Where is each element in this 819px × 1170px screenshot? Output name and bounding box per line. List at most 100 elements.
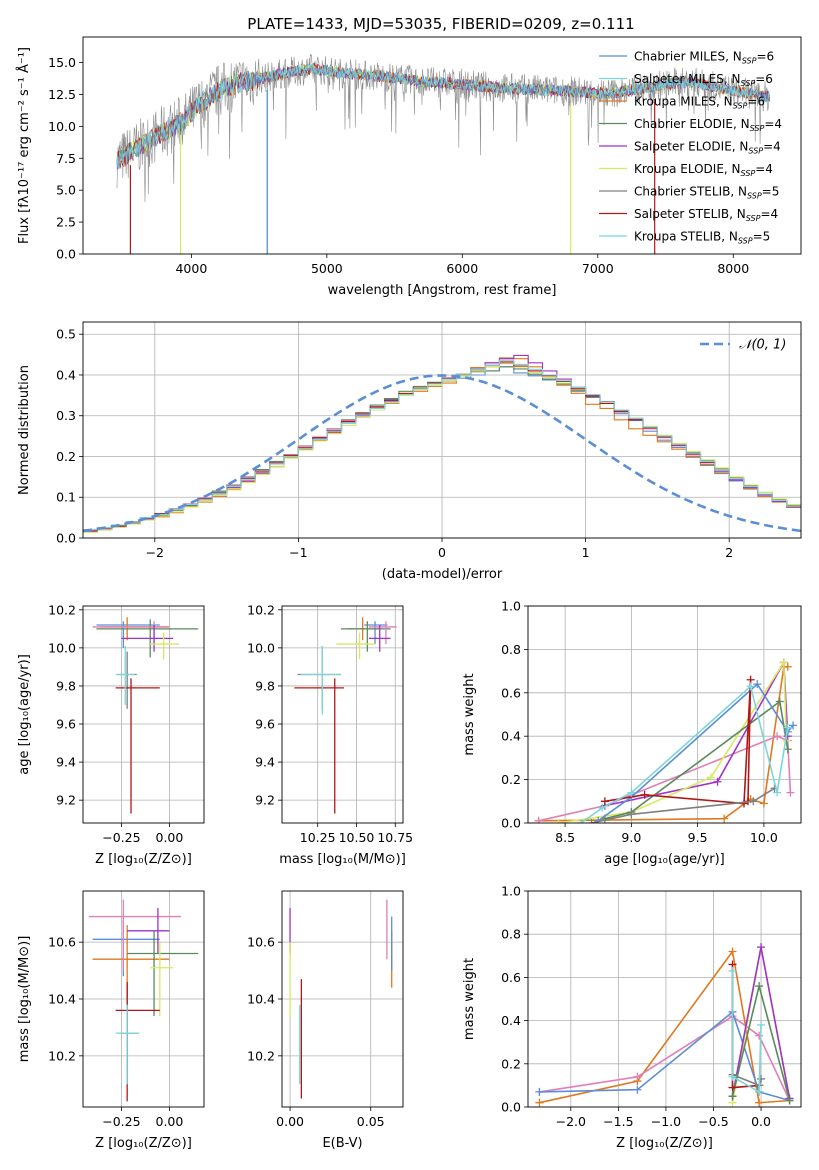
y-tick-label: 10.2 — [247, 1048, 275, 1063]
legend-entry: Kroupa MILES, NSSP=6 — [634, 95, 765, 111]
y-tick-label: 0.0 — [501, 1100, 521, 1115]
normal-curve — [83, 374, 801, 533]
x-tick-label: 10.0 — [750, 830, 778, 845]
weight-marker — [600, 797, 609, 806]
legend-entry: Salpeter STELIB, NSSP=4 — [634, 207, 778, 223]
x-tick-label: 1 — [582, 545, 590, 560]
y-tick-label: 10.4 — [247, 992, 275, 1007]
x-tick-label: 0 — [438, 545, 446, 560]
histogram-step-cyan — [83, 359, 801, 531]
y-axis-label: Normed distribution — [17, 365, 32, 495]
weight-marker — [757, 1020, 766, 1029]
x-tick-label: 0.00 — [156, 830, 184, 845]
weight-marker — [713, 777, 722, 786]
weight-marker — [554, 819, 563, 823]
weight-marker — [755, 982, 764, 991]
x-tick-label: 9.5 — [688, 830, 708, 845]
y-tick-label: 0.5 — [56, 327, 76, 342]
x-tick-label: 7000 — [582, 261, 614, 276]
weight-marker — [789, 721, 798, 730]
weight-marker — [755, 1098, 764, 1107]
x-tick-label: 8000 — [717, 261, 749, 276]
x-tick-label: −0.5 — [698, 1114, 728, 1129]
x-tick-label: −0.25 — [102, 1114, 140, 1129]
weight-marker — [598, 803, 607, 812]
y-tick-label: 7.5 — [56, 151, 76, 166]
weight-marker — [755, 1031, 764, 1040]
weight-marker — [757, 943, 766, 952]
plot-area — [534, 658, 798, 823]
axes-frame — [82, 605, 205, 824]
y-axis-label: age [log₁₀(age/yr)] — [17, 654, 32, 775]
plot-area — [83, 354, 801, 533]
legend-entry: Kroupa STELIB, NSSP=5 — [634, 230, 770, 246]
y-tick-label: 0.2 — [56, 449, 76, 464]
axes-frame — [82, 890, 205, 1108]
y-tick-label: 0.6 — [501, 970, 521, 985]
x-tick-label: −2.0 — [556, 1114, 586, 1129]
y-tick-label: 9.8 — [56, 678, 76, 693]
x-tick-label: −2 — [146, 545, 164, 560]
y-tick-label: 1.0 — [501, 599, 521, 614]
chart-age-vs-Z: −0.25 0.00 9.2 9.4 9.6 9.8 10.0 10.2 Z [log₁₀(Z/… — [17, 602, 205, 867]
weight-marker — [775, 697, 784, 706]
x-tick-label: 4000 — [175, 261, 207, 276]
y-axis-label: Flux [fλ10⁻¹⁷ erg cm⁻² s⁻¹ Å⁻¹] — [16, 47, 32, 244]
x-tick-label: 10.25 — [300, 830, 336, 845]
y-tick-label: 9.6 — [255, 717, 275, 732]
legend-entry: Salpeter ELODIE, NSSP=4 — [634, 140, 781, 156]
y-tick-label: 10.2 — [48, 602, 76, 617]
x-axis-label: (data-model)/error — [382, 567, 503, 582]
y-tick-label: 10.0 — [247, 640, 275, 655]
x-axis-label: mass [log₁₀(M/M⊙)] — [279, 852, 406, 867]
y-tick-label: 2.5 — [56, 215, 76, 230]
weight-marker — [757, 1074, 766, 1083]
y-tick-label: 0.8 — [501, 927, 521, 942]
y-tick-label: 0.4 — [501, 1013, 521, 1028]
weight-marker — [773, 732, 782, 741]
y-axis-label: mass weight — [462, 673, 477, 755]
weight-marker — [535, 1098, 544, 1107]
chart-mass-vs-EBV: 0.00 0.05 10.2 10.4 10.6 E(B-V) — [247, 890, 404, 1151]
legend-entry: Chabrier STELIB, NSSP=5 — [634, 185, 779, 201]
weight-marker — [627, 810, 636, 819]
y-tick-label: 0.2 — [501, 1056, 521, 1071]
y-tick-label: 0.2 — [501, 772, 521, 787]
y-tick-label: 0.8 — [501, 642, 521, 657]
axes-frame — [281, 890, 404, 1108]
axes-frame — [82, 36, 802, 255]
weight-marker — [728, 947, 737, 956]
y-tick-label: 9.6 — [56, 717, 76, 732]
y-tick-label: 9.4 — [56, 755, 76, 770]
weight-marker — [749, 797, 758, 806]
x-tick-label: 2 — [725, 545, 733, 560]
axes-frame — [527, 605, 802, 824]
legend: Chabrier MILES, NSSP=6 Salpeter MILES, NS… — [599, 50, 782, 246]
legend-entry: Salpeter MILES, NSSP=6 — [634, 72, 773, 88]
weight-marker — [534, 816, 543, 823]
legend-entry: Kroupa ELODIE, NSSP=4 — [634, 162, 773, 178]
weight-line-red — [604, 679, 752, 805]
legend-entry: Chabrier MILES, NSSP=6 — [634, 50, 774, 66]
y-tick-label: 0.6 — [501, 685, 521, 700]
chart-massweight-vs-age: 8.5 9.0 9.5 10.0 0.0 0.2 0.4 0.6 0.8 1.0 age [log₁… — [462, 599, 802, 867]
y-tick-label: 0.0 — [501, 816, 521, 831]
weight-marker — [759, 799, 768, 808]
chart-residuals: −2 −1 0 1 2 0.0 0.1 0.2 0.3 0.4 0.5 (data-model)/er… — [17, 321, 802, 582]
weight-line-pink — [538, 735, 792, 822]
weight-marker — [728, 1092, 737, 1101]
x-tick-label: 0.00 — [156, 1114, 184, 1129]
y-tick-label: 10.4 — [48, 992, 76, 1007]
y-tick-label: 0.0 — [56, 247, 76, 262]
weight-marker — [785, 1096, 794, 1105]
y-tick-label: 0.0 — [56, 531, 76, 546]
weight-line-cyan — [731, 970, 762, 1094]
weight-line-grey — [591, 787, 775, 823]
x-axis-label: E(B-V) — [322, 1136, 362, 1151]
axes-frame — [527, 890, 802, 1108]
weight-marker — [783, 723, 792, 732]
x-tick-label: −1 — [289, 545, 307, 560]
weight-marker — [728, 966, 737, 975]
y-axis-label: mass [log₁₀(M/M⊙)] — [17, 936, 32, 1063]
